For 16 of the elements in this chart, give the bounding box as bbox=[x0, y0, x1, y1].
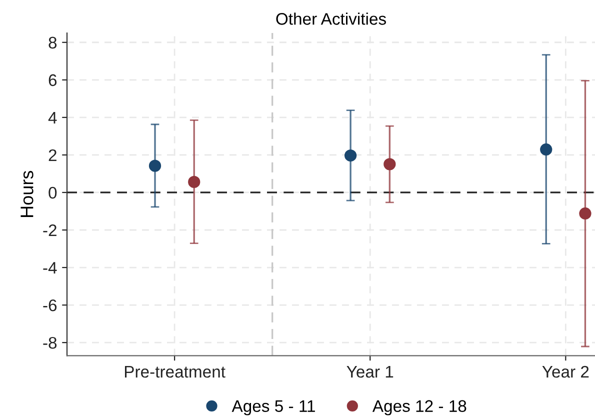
x-tick-label: Year 2 bbox=[542, 366, 589, 378]
legend-label: Ages 5 - 11 bbox=[232, 400, 315, 416]
x-tick-label: Pre-treatment bbox=[124, 366, 226, 378]
x-tick-label: Year 1 bbox=[346, 366, 394, 378]
y-tick-label: 2 bbox=[48, 149, 56, 161]
y-tick-label: -2 bbox=[43, 224, 56, 236]
y-tick-label: 6 bbox=[48, 74, 57, 86]
y-tick-label: -6 bbox=[43, 299, 57, 312]
y-tick-label: 4 bbox=[48, 112, 57, 124]
y-tick-label: -8 bbox=[43, 336, 57, 349]
y-axis-title: Hours bbox=[20, 170, 34, 217]
legend-label: Ages 12 - 18 bbox=[372, 400, 466, 416]
y-tick-label: -4 bbox=[43, 262, 57, 274]
y-tick-label: 0 bbox=[48, 186, 57, 199]
chart-title: Other Activities bbox=[276, 12, 386, 25]
y-tick-label: 8 bbox=[48, 36, 57, 49]
